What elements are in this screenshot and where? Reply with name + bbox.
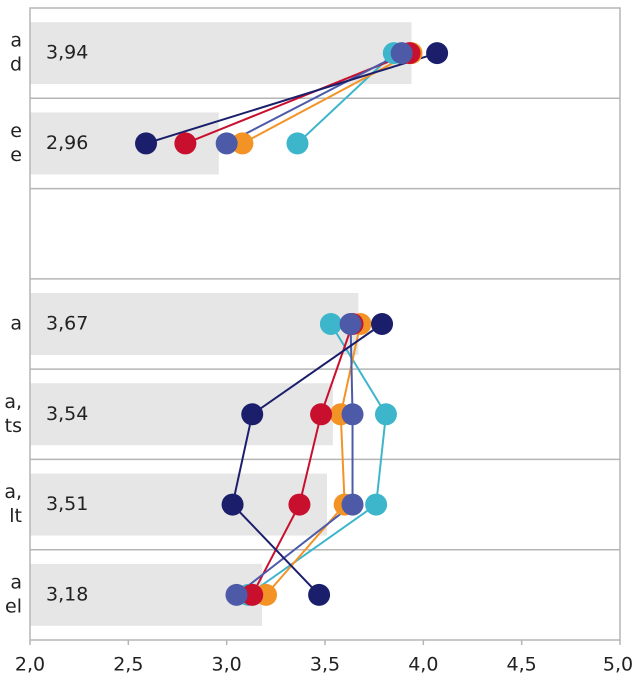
category-label: e <box>10 144 22 166</box>
value-label: 3,18 <box>46 583 88 605</box>
value-label: 3,67 <box>46 313 88 335</box>
bar <box>30 473 327 536</box>
series-point <box>231 132 254 155</box>
value-label: 2,96 <box>46 132 88 154</box>
category-label: a, <box>4 391 22 413</box>
category-label: a, <box>4 481 22 503</box>
series-point <box>241 583 264 606</box>
bar <box>30 293 359 355</box>
category-label: a <box>10 30 22 52</box>
series-point <box>341 493 364 516</box>
series-point <box>390 42 413 65</box>
category-label: lt <box>9 505 22 527</box>
x-tick-label: 2,0 <box>15 654 45 676</box>
x-tick-label: 5,0 <box>603 654 633 676</box>
series-point <box>319 313 342 335</box>
value-label: 3,51 <box>46 493 88 515</box>
series-point <box>365 493 388 516</box>
series-point <box>341 403 364 426</box>
series-point <box>286 132 309 155</box>
series-point <box>308 583 331 606</box>
series-point <box>225 583 248 606</box>
series-point <box>371 313 394 335</box>
series-point <box>426 42 449 65</box>
series-point <box>135 132 158 155</box>
series-line <box>226 52 403 596</box>
bar <box>30 563 263 626</box>
category-label: a <box>10 571 22 593</box>
x-tick-label: 3,5 <box>310 654 340 676</box>
series-point <box>339 313 362 335</box>
series-line <box>145 52 438 596</box>
bar <box>30 22 412 85</box>
x-tick-label: 3,0 <box>212 654 242 676</box>
series-line <box>247 52 395 596</box>
series-point <box>174 132 197 155</box>
category-label: a <box>10 313 22 335</box>
value-label: 3,94 <box>46 42 88 64</box>
x-tick-label: 4,5 <box>507 654 537 676</box>
x-tick-label: 2,5 <box>113 654 143 676</box>
category-label: e <box>10 120 22 142</box>
category-label: ts <box>5 415 22 437</box>
series-point <box>374 403 397 426</box>
value-label: 3,54 <box>46 403 88 425</box>
series-point <box>288 493 311 516</box>
series-point <box>221 493 244 516</box>
x-tick-label: 4,0 <box>408 654 438 676</box>
series-point <box>310 403 333 426</box>
category-label: el <box>5 595 22 617</box>
series-point <box>215 132 238 155</box>
series-point <box>241 403 264 426</box>
category-label: d <box>10 54 22 76</box>
